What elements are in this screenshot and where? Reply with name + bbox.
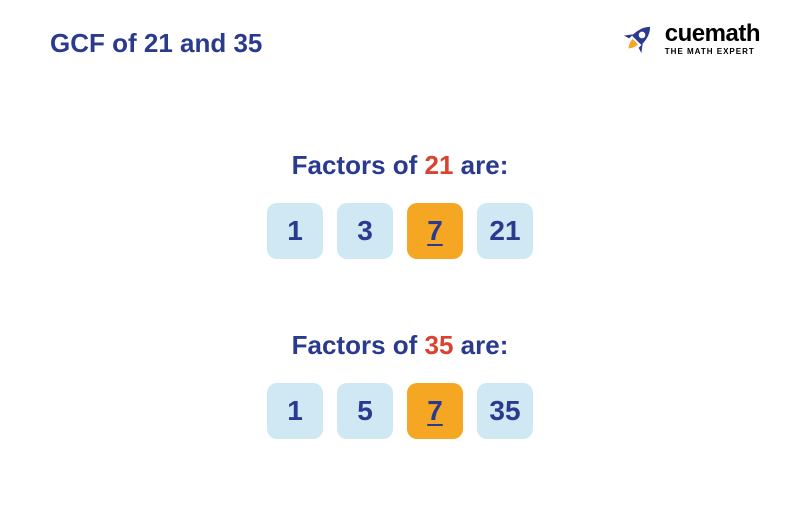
factor-box-highlighted: 7 [407, 383, 463, 439]
label-number: 21 [425, 150, 454, 180]
factor-box: 35 [477, 383, 533, 439]
factors-section-35: Factors of 35 are: 1 5 7 35 [0, 330, 800, 439]
page-title: GCF of 21 and 35 [50, 28, 262, 59]
factor-box: 5 [337, 383, 393, 439]
factor-value: 3 [357, 215, 373, 247]
label-prefix: Factors of [292, 150, 425, 180]
logo-text: cuemath THE MATH EXPERT [665, 22, 760, 56]
factor-value: 5 [357, 395, 373, 427]
label-suffix: are: [453, 330, 508, 360]
title-mid: and [173, 28, 234, 58]
factor-value: 1 [287, 215, 303, 247]
factor-box: 1 [267, 383, 323, 439]
title-num1: 21 [144, 28, 173, 58]
factor-row: 1 5 7 35 [267, 383, 533, 439]
factor-value: 1 [287, 395, 303, 427]
section-label: Factors of 35 are: [292, 330, 509, 361]
label-suffix: are: [453, 150, 508, 180]
factor-value: 7 [427, 215, 443, 247]
factor-box: 3 [337, 203, 393, 259]
factor-value: 35 [489, 395, 520, 427]
title-num2: 35 [233, 28, 262, 58]
factor-box: 1 [267, 203, 323, 259]
label-number: 35 [425, 330, 454, 360]
factor-box-highlighted: 7 [407, 203, 463, 259]
rocket-icon [619, 20, 657, 58]
factor-row: 1 3 7 21 [267, 203, 533, 259]
logo-brand: cuemath [665, 22, 760, 46]
label-prefix: Factors of [292, 330, 425, 360]
factor-value: 7 [427, 395, 443, 427]
title-prefix: GCF of [50, 28, 144, 58]
brand-logo: cuemath THE MATH EXPERT [619, 20, 760, 58]
factor-value: 21 [489, 215, 520, 247]
factors-section-21: Factors of 21 are: 1 3 7 21 [0, 150, 800, 259]
logo-tagline: THE MATH EXPERT [665, 48, 760, 56]
factor-box: 21 [477, 203, 533, 259]
section-label: Factors of 21 are: [292, 150, 509, 181]
